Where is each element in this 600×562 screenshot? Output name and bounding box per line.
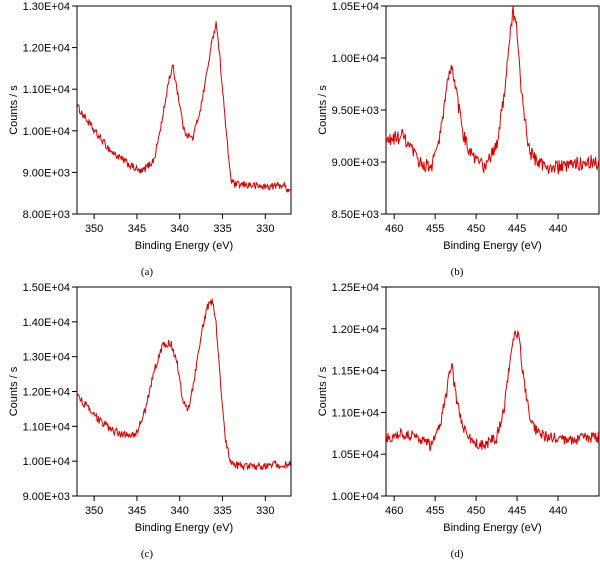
panel-caption: (a) bbox=[141, 266, 154, 278]
x-tick-label: 455 bbox=[426, 505, 444, 517]
y-tick-label: 9.00E+03 bbox=[23, 491, 70, 503]
y-tick-label: 1.20E+04 bbox=[23, 387, 70, 399]
series-line bbox=[77, 298, 291, 471]
y-tick-label: 1.00E+04 bbox=[23, 456, 70, 468]
panel-caption: (d) bbox=[451, 548, 464, 560]
y-tick-label: 9.00E+03 bbox=[23, 167, 70, 179]
x-tick-label: 350 bbox=[85, 223, 103, 235]
x-axis-label: Binding Energy (eV) bbox=[135, 240, 233, 252]
x-axis-label: Binding Energy (eV) bbox=[443, 240, 541, 252]
x-axis-label: Binding Energy (eV) bbox=[443, 522, 541, 534]
x-axis-label: Binding Energy (eV) bbox=[135, 522, 233, 534]
y-tick-label: 1.40E+04 bbox=[23, 317, 70, 329]
chart-panel-1: 8.00E+03 9.00E+03 1.00E+04 1.10E+04 1.20E+04… bbox=[8, 1, 292, 278]
plot-frame bbox=[385, 286, 600, 497]
y-tick-label: 9.50E+03 bbox=[332, 105, 379, 117]
y-tick-label: 1.00E+04 bbox=[332, 53, 379, 65]
y-tick-label: 1.10E+04 bbox=[332, 407, 379, 419]
x-tick-label: 460 bbox=[385, 223, 403, 235]
panel-caption: (b) bbox=[451, 266, 464, 278]
y-axis-label: Counts / s bbox=[317, 366, 329, 416]
y-tick-label: 1.30E+04 bbox=[23, 1, 70, 13]
series-line bbox=[77, 21, 291, 194]
chart-panel-2: 8.50E+03 9.00E+03 9.50E+03 1.00E+04 1.05E+04… bbox=[317, 1, 600, 278]
plot-frame bbox=[385, 5, 600, 215]
y-tick-label: 1.00E+04 bbox=[332, 491, 379, 503]
x-tick-label: 330 bbox=[256, 505, 274, 517]
y-tick-label: 8.00E+03 bbox=[23, 209, 70, 221]
chart-panel-4: 1.00E+04 1.05E+04 1.10E+04 1.15E+04 1.20E+04… bbox=[317, 282, 600, 560]
y-axis-label: Counts / s bbox=[8, 85, 20, 135]
x-tick-label: 450 bbox=[467, 505, 485, 517]
y-tick-label: 1.05E+04 bbox=[332, 1, 379, 13]
x-tick-label: 450 bbox=[467, 223, 485, 235]
y-tick-label: 8.50E+03 bbox=[332, 209, 379, 221]
y-tick-label: 1.15E+04 bbox=[332, 366, 379, 378]
y-tick-label: 1.10E+04 bbox=[23, 84, 70, 96]
x-tick-label: 345 bbox=[128, 505, 146, 517]
x-tick-label: 330 bbox=[256, 223, 274, 235]
y-axis-label: Counts / s bbox=[8, 366, 20, 416]
x-tick-label: 350 bbox=[85, 505, 103, 517]
x-tick-label: 445 bbox=[508, 505, 526, 517]
x-tick-label: 340 bbox=[171, 505, 189, 517]
y-tick-label: 1.10E+04 bbox=[23, 421, 70, 433]
x-tick-label: 335 bbox=[213, 505, 231, 517]
y-tick-label: 9.00E+03 bbox=[332, 157, 379, 169]
y-tick-label: 1.20E+04 bbox=[23, 43, 70, 55]
x-tick-label: 440 bbox=[549, 505, 567, 517]
x-tick-label: 445 bbox=[508, 223, 526, 235]
y-axis-label: Counts / s bbox=[317, 85, 329, 135]
series-line bbox=[386, 329, 599, 452]
y-tick-label: 1.00E+04 bbox=[23, 126, 70, 138]
plot-frame bbox=[76, 5, 292, 215]
x-tick-label: 460 bbox=[385, 505, 403, 517]
y-tick-label: 1.50E+04 bbox=[23, 282, 70, 294]
x-tick-label: 440 bbox=[549, 223, 567, 235]
y-tick-label: 1.25E+04 bbox=[332, 282, 379, 294]
x-tick-label: 340 bbox=[171, 223, 189, 235]
y-tick-label: 1.20E+04 bbox=[332, 324, 379, 336]
panel-caption: (c) bbox=[141, 548, 154, 560]
x-tick-label: 335 bbox=[213, 223, 231, 235]
series-line bbox=[386, 6, 599, 175]
chart-panel-3: 9.00E+03 1.00E+04 1.10E+04 1.20E+04 1.30E+04… bbox=[8, 282, 292, 560]
y-tick-label: 1.05E+04 bbox=[332, 449, 379, 461]
y-tick-label: 1.30E+04 bbox=[23, 352, 70, 364]
x-tick-label: 345 bbox=[128, 223, 146, 235]
x-tick-label: 455 bbox=[426, 223, 444, 235]
